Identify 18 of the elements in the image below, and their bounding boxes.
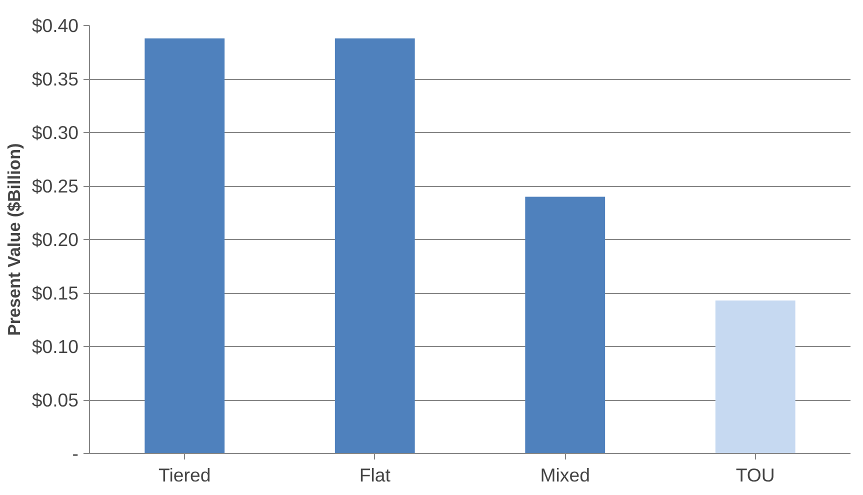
bar (144, 38, 225, 454)
y-tick-label: $0.20 (32, 229, 78, 250)
y-tick-label: $0.15 (32, 282, 78, 304)
y-tick-label: $0.05 (32, 390, 78, 410)
x-tick-label: TOU (736, 464, 775, 486)
y-tick-label: $0.35 (32, 68, 78, 90)
x-tick-label: Tiered (158, 464, 211, 486)
y-tick-label: $0.30 (32, 122, 78, 143)
y-tick-label: - (72, 443, 79, 464)
x-tick-label: Flat (359, 464, 392, 486)
bar (334, 38, 415, 454)
y-tick-label: $0.25 (32, 176, 78, 196)
y-axis-title: Present Value ($Billion) (4, 143, 24, 336)
x-tick-label: Mixed (540, 464, 590, 486)
y-tick-label: $0.10 (32, 336, 78, 357)
bar (525, 196, 606, 454)
bar (715, 300, 796, 454)
y-tick-label: $0.40 (32, 15, 78, 36)
